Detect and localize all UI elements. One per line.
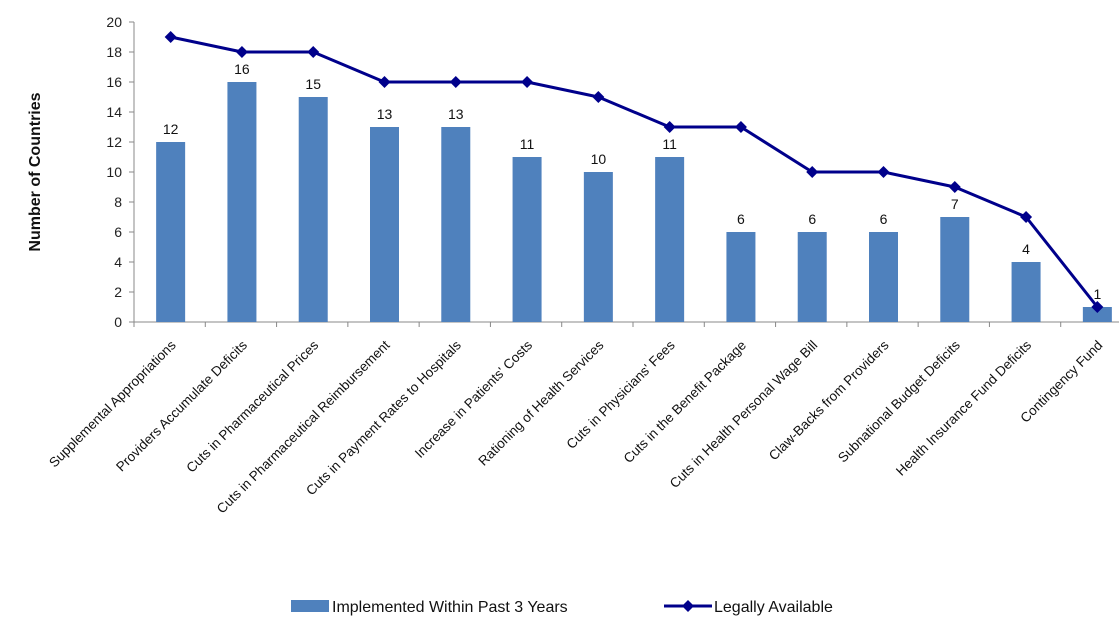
y-tick-label: 2 (114, 284, 122, 300)
line-point (734, 121, 747, 133)
legend-line-label: Legally Available (714, 599, 833, 616)
bar-data-label: 15 (305, 76, 321, 92)
bar (156, 142, 186, 322)
x-tick-label: Providers Accumulate Deficits (113, 337, 250, 474)
line-point (663, 121, 676, 133)
bar (370, 127, 399, 322)
line-point (378, 76, 391, 88)
y-tick-label: 0 (114, 314, 122, 330)
bar (512, 157, 542, 322)
line-point (235, 46, 248, 58)
bar-data-label: 6 (808, 211, 816, 227)
y-tick-label: 8 (114, 194, 122, 210)
bar (298, 97, 328, 322)
bar (583, 172, 613, 322)
line-point (1091, 301, 1104, 313)
bar-data-label: 6 (737, 211, 745, 227)
x-tick-label: Cuts in the Benefit Package (621, 338, 749, 466)
bar (1011, 262, 1041, 322)
bar-data-label: 13 (448, 106, 464, 122)
x-tick-label: Cuts in Health Personal Wage Bill (667, 338, 821, 492)
bar-data-label: 1 (1093, 286, 1101, 302)
bar-data-label: 7 (951, 196, 959, 212)
legend: Implemented Within Past 3 Years Legally … (291, 599, 833, 616)
y-tick-label: 20 (106, 14, 122, 30)
y-tick-label: 18 (106, 44, 122, 60)
bars (156, 82, 1112, 322)
y-tick-label: 10 (106, 164, 122, 180)
bar (940, 217, 970, 322)
line-point (1020, 211, 1033, 223)
line-point (948, 181, 961, 193)
x-tick-label: Cuts in Pharmaceutical Prices (183, 337, 321, 475)
y-tick-label: 14 (106, 104, 122, 120)
x-tick-label: Claw-Backs from Providers (766, 337, 892, 463)
bar-data-label: 10 (591, 151, 607, 167)
bar (1082, 307, 1112, 322)
line-point (877, 166, 890, 178)
y-tick-label: 6 (114, 224, 122, 240)
x-tick-label: Rationing of Health Services (475, 337, 606, 468)
x-tick-label: Health Insurance Fund Deficits (893, 337, 1034, 478)
x-tick-label: Increase in Patients' Costs (412, 337, 535, 460)
line-point (806, 166, 819, 178)
bar-data-label: 6 (880, 211, 888, 227)
legend-bar-label: Implemented Within Past 3 Years (332, 599, 568, 616)
legend-bar-swatch (291, 600, 329, 612)
line-point (164, 31, 177, 43)
bar-data-label: 11 (662, 136, 677, 152)
legally-available-line (170, 35, 1099, 308)
line-point (449, 76, 462, 88)
line-point (521, 76, 534, 88)
bar-labels: 12 16 15 13 13 11 10 11 6 6 6 7 4 1 (163, 61, 1102, 302)
bar-data-label: 4 (1022, 241, 1030, 257)
bar (869, 232, 898, 322)
bar (227, 82, 257, 322)
bar (441, 127, 471, 322)
bar-data-label: 11 (520, 136, 535, 152)
bar-data-label: 13 (377, 106, 393, 122)
bar-data-label: 16 (234, 61, 250, 77)
x-tick-label: Supplemental Appropriations (46, 337, 179, 470)
x-tick-label: Cuts in Payment Rates to Hospitals (303, 337, 464, 498)
bar (726, 232, 756, 322)
bar-data-label: 12 (163, 121, 179, 137)
legend-line-marker (682, 600, 694, 612)
y-tick-label: 16 (106, 74, 122, 90)
x-tick-label: Subnational Budget Deficits (835, 337, 963, 465)
line-point (592, 91, 605, 103)
line-point (307, 46, 320, 58)
bar (797, 232, 827, 322)
y-tick-label: 12 (106, 134, 122, 150)
line-series (164, 31, 1104, 313)
y-tick-label: 4 (114, 254, 122, 270)
y-axis-label: Number of Countries (27, 92, 44, 251)
bar (655, 157, 685, 322)
